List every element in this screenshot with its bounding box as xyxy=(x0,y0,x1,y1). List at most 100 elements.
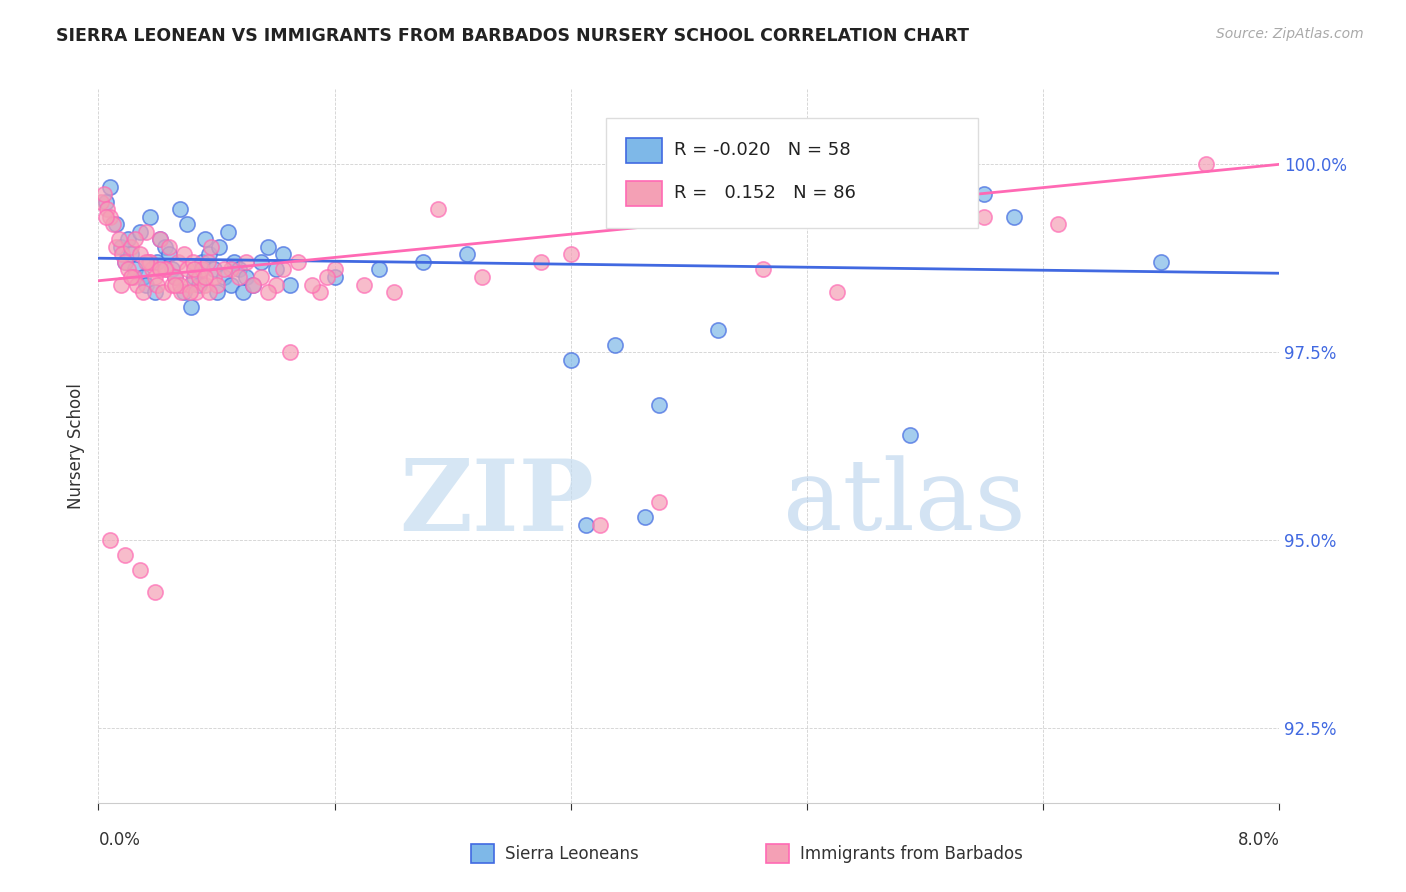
Point xyxy=(250,255,273,269)
Point xyxy=(124,262,146,277)
Point xyxy=(98,533,121,547)
Point xyxy=(125,277,148,292)
Point xyxy=(232,285,254,299)
Point xyxy=(200,240,222,254)
Point xyxy=(426,202,449,217)
Point xyxy=(141,262,163,277)
Point xyxy=(114,255,136,269)
Text: 0.0%: 0.0% xyxy=(98,831,141,849)
Point xyxy=(707,322,730,336)
Point xyxy=(605,337,627,351)
Point xyxy=(103,218,125,232)
Point xyxy=(257,240,280,254)
Point xyxy=(165,277,187,292)
Text: Immigrants from Barbados: Immigrants from Barbados xyxy=(800,845,1024,863)
Point xyxy=(1194,157,1216,171)
Point xyxy=(589,517,612,532)
Point xyxy=(205,277,228,292)
Point xyxy=(120,270,142,285)
Point xyxy=(412,255,434,269)
Point xyxy=(208,240,231,254)
Point xyxy=(250,270,273,285)
FancyBboxPatch shape xyxy=(626,181,662,205)
Point xyxy=(108,232,131,246)
Text: ZIP: ZIP xyxy=(399,455,595,551)
Point xyxy=(117,232,139,246)
Point xyxy=(197,255,219,269)
Point xyxy=(278,277,301,292)
Point xyxy=(184,285,207,299)
Point xyxy=(169,277,191,292)
Point xyxy=(170,285,193,299)
Text: Sierra Leoneans: Sierra Leoneans xyxy=(505,845,638,863)
Point xyxy=(110,277,132,292)
Point xyxy=(367,262,389,277)
Point xyxy=(165,270,187,285)
Point xyxy=(181,255,204,269)
Point xyxy=(187,277,209,292)
Point xyxy=(120,240,142,254)
Point xyxy=(898,427,921,442)
Point xyxy=(153,262,176,277)
Point xyxy=(122,270,145,285)
Point xyxy=(183,262,205,277)
Point xyxy=(135,225,157,239)
Point xyxy=(146,255,169,269)
Text: atlas: atlas xyxy=(783,455,1026,551)
Point xyxy=(132,285,155,299)
Point xyxy=(167,255,190,269)
Point xyxy=(560,352,582,367)
Point xyxy=(235,255,257,269)
Point xyxy=(308,285,332,299)
Point xyxy=(132,270,155,285)
Point xyxy=(173,247,195,261)
Point xyxy=(287,255,309,269)
Point xyxy=(173,285,195,299)
Point xyxy=(242,277,264,292)
Point xyxy=(323,270,346,285)
Point xyxy=(138,255,160,269)
Point xyxy=(530,255,553,269)
Point xyxy=(157,240,180,254)
Point xyxy=(219,262,242,277)
Point xyxy=(179,277,201,292)
Point xyxy=(105,218,128,232)
Point xyxy=(212,270,235,285)
Point xyxy=(219,277,242,292)
Point xyxy=(271,247,294,261)
Point xyxy=(111,247,134,261)
Point xyxy=(149,232,172,246)
Text: 8.0%: 8.0% xyxy=(1237,831,1279,849)
Point xyxy=(456,247,478,261)
Point xyxy=(128,247,150,261)
Point xyxy=(323,262,346,277)
Point xyxy=(278,345,301,359)
Point xyxy=(224,255,246,269)
Text: R = -0.020   N = 58: R = -0.020 N = 58 xyxy=(673,141,851,159)
Point xyxy=(264,277,287,292)
Point xyxy=(271,262,294,277)
Point xyxy=(973,210,995,224)
Point xyxy=(157,247,180,261)
Point xyxy=(353,277,375,292)
Point xyxy=(149,262,172,277)
Point xyxy=(242,277,264,292)
Point xyxy=(146,277,169,292)
Point xyxy=(94,210,117,224)
Point xyxy=(90,194,112,209)
Point xyxy=(202,270,225,285)
Point xyxy=(96,202,118,217)
Point xyxy=(194,277,217,292)
Point xyxy=(257,285,280,299)
Point xyxy=(471,270,494,285)
Point xyxy=(124,232,146,246)
FancyBboxPatch shape xyxy=(626,138,662,162)
Point xyxy=(194,270,217,285)
Point xyxy=(633,510,655,524)
Point xyxy=(176,218,198,232)
Point xyxy=(560,247,582,261)
Point xyxy=(212,262,235,277)
Point xyxy=(316,270,339,285)
Point xyxy=(1150,255,1173,269)
Point xyxy=(825,285,848,299)
